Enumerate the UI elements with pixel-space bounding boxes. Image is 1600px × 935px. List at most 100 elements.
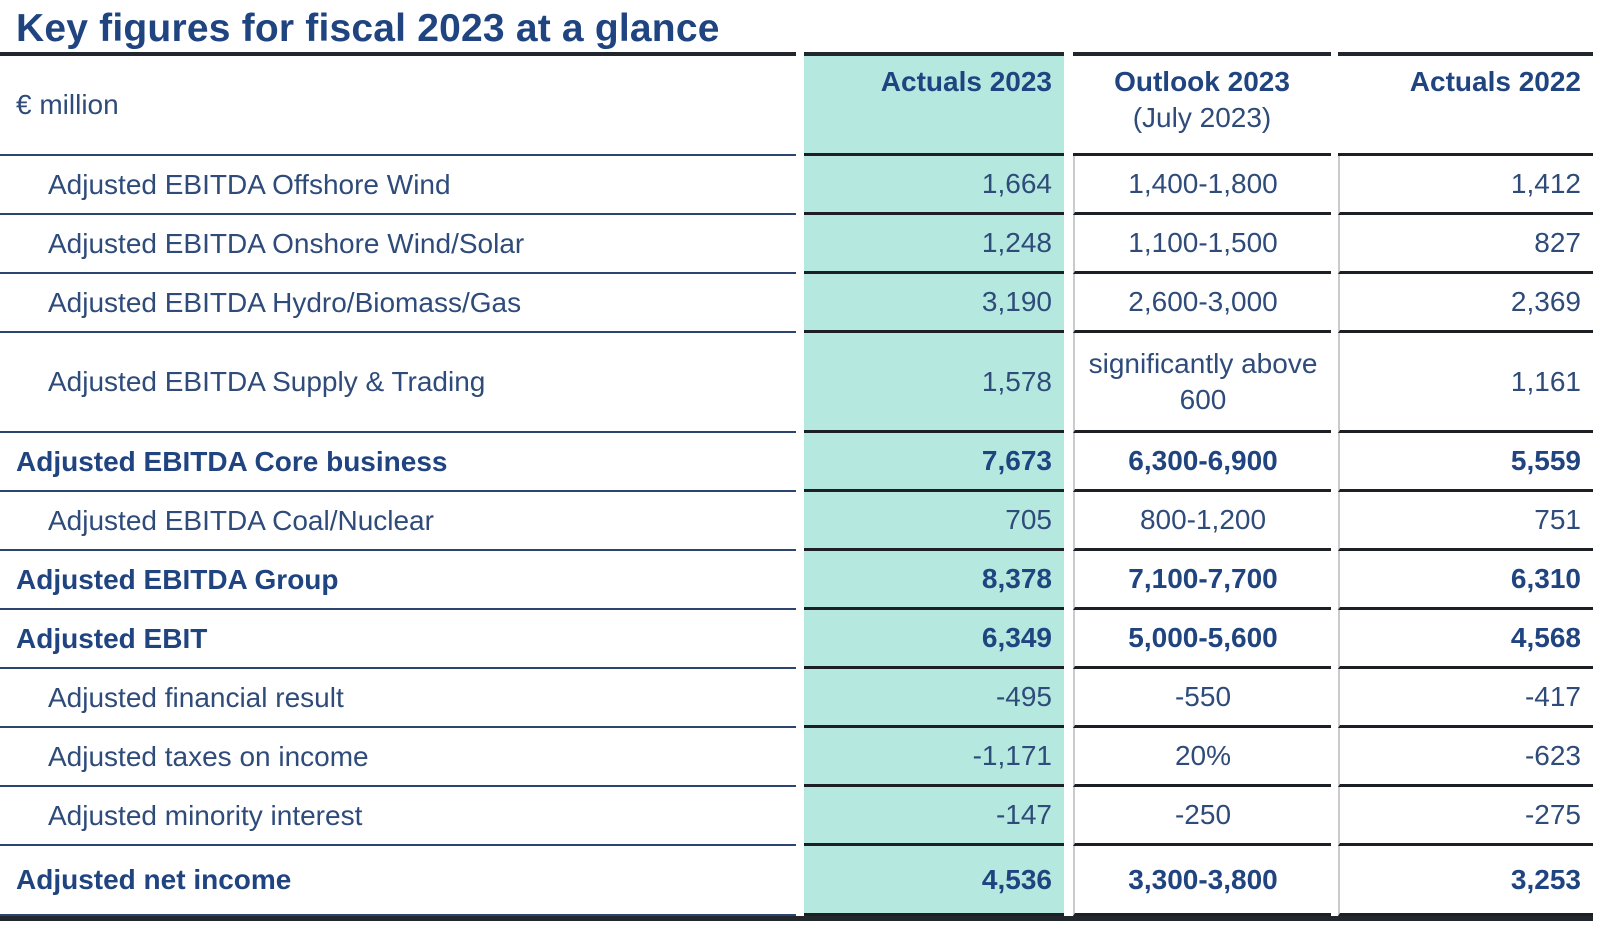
- actuals-2023-value: 3,190: [981, 286, 1052, 317]
- column-gap: [1064, 610, 1073, 669]
- outlook-2023-cell: 1,100-1,500: [1073, 215, 1331, 274]
- table-row: Adjusted financial result -495 -550 -417: [0, 669, 1593, 728]
- table-row: Adjusted EBITDA Hydro/Biomass/Gas 3,190 …: [0, 274, 1593, 333]
- row-label-cell: Adjusted EBITDA Group: [0, 551, 796, 610]
- column-gap: [1331, 728, 1338, 787]
- column-gap: [796, 669, 804, 728]
- outlook-2023-value: 2,600-3,000: [1128, 286, 1278, 317]
- actuals-2022-cell: 5,559: [1338, 433, 1593, 492]
- outlook-2023-cell: 3,300-3,800: [1073, 846, 1331, 916]
- row-label: Adjusted EBITDA Coal/Nuclear: [48, 504, 434, 536]
- row-label: Adjusted EBITDA Offshore Wind: [48, 168, 451, 200]
- column-gap: [1331, 156, 1338, 215]
- actuals-2023-value: 1,248: [981, 227, 1052, 258]
- table-bottom-rule: [0, 916, 1593, 921]
- actuals-2022-value: 1,412: [1510, 168, 1581, 199]
- outlook-2023-value: 6,300-6,900: [1128, 445, 1278, 476]
- column-gap: [1331, 669, 1338, 728]
- actuals-2022-value: 2,369: [1510, 286, 1581, 317]
- row-label-cell: Adjusted EBITDA Onshore Wind/Solar: [0, 215, 796, 274]
- col-header-outlook-2023: Outlook 2023 (July 2023): [1073, 52, 1331, 156]
- row-label-cell: Adjusted financial result: [0, 669, 796, 728]
- column-gap: [1331, 610, 1338, 669]
- actuals-2022-cell: 6,310: [1338, 551, 1593, 610]
- actuals-2023-cell: 4,536: [804, 846, 1064, 916]
- row-label-cell: Adjusted EBITDA Core business: [0, 433, 796, 492]
- col-header-actuals-2022: Actuals 2022: [1338, 52, 1593, 156]
- actuals-2023-value: -495: [995, 681, 1052, 712]
- table-row: Adjusted taxes on income -1,171 20% -623: [0, 728, 1593, 787]
- column-gap: [796, 156, 804, 215]
- actuals-2022-cell: 751: [1338, 492, 1593, 551]
- column-gap: [1064, 52, 1073, 156]
- column-gap: [796, 846, 804, 916]
- table-row: Adjusted minority interest -147 -250 -27…: [0, 787, 1593, 846]
- table-row: Adjusted EBITDA Coal/Nuclear 705 800-1,2…: [0, 492, 1593, 551]
- outlook-2023-cell: 6,300-6,900: [1073, 433, 1331, 492]
- col-header-actuals-2023: Actuals 2023: [804, 52, 1064, 156]
- outlook-2023-cell: 800-1,200: [1073, 492, 1331, 551]
- column-gap: [796, 215, 804, 274]
- column-gap: [796, 551, 804, 610]
- col-header-label: Actuals 2023: [880, 66, 1052, 97]
- actuals-2023-value: -1,171: [972, 740, 1052, 771]
- actuals-2023-value: 7,673: [981, 445, 1052, 476]
- column-gap: [1331, 492, 1338, 551]
- table-row: Adjusted EBITDA Group 8,378 7,100-7,700 …: [0, 551, 1593, 610]
- actuals-2022-cell: 1,161: [1338, 333, 1593, 433]
- row-label: Adjusted EBITDA Group: [16, 563, 339, 595]
- row-label: Adjusted net income: [16, 864, 292, 895]
- actuals-2023-cell: 1,248: [804, 215, 1064, 274]
- column-gap: [796, 610, 804, 669]
- outlook-2023-value: 7,100-7,700: [1128, 563, 1278, 594]
- row-label: Adjusted taxes on income: [48, 740, 369, 772]
- actuals-2023-cell: 3,190: [804, 274, 1064, 333]
- col-header-label: Outlook 2023: [1114, 66, 1290, 97]
- table-row: Adjusted EBITDA Onshore Wind/Solar 1,248…: [0, 215, 1593, 274]
- column-gap: [796, 433, 804, 492]
- row-label-cell: Adjusted minority interest: [0, 787, 796, 846]
- actuals-2023-cell: -1,171: [804, 728, 1064, 787]
- row-label-cell: Adjusted EBIT: [0, 610, 796, 669]
- actuals-2022-cell: -623: [1338, 728, 1593, 787]
- outlook-2023-cell: -250: [1073, 787, 1331, 846]
- row-label: Adjusted EBIT: [16, 622, 208, 654]
- actuals-2023-value: 6,349: [981, 622, 1052, 653]
- column-gap: [1064, 787, 1073, 846]
- column-gap: [1331, 52, 1338, 156]
- actuals-2022-cell: 827: [1338, 215, 1593, 274]
- outlook-2023-value: 800-1,200: [1139, 504, 1267, 535]
- actuals-2023-value: 1,664: [981, 168, 1052, 199]
- row-label-cell: Adjusted EBITDA Coal/Nuclear: [0, 492, 796, 551]
- actuals-2023-cell: 1,578: [804, 333, 1064, 433]
- column-gap: [796, 52, 804, 156]
- column-gap: [796, 492, 804, 551]
- column-gap: [1064, 433, 1073, 492]
- actuals-2022-value: -623: [1524, 740, 1581, 771]
- row-label-cell: Adjusted net income: [0, 846, 796, 916]
- actuals-2022-value: -417: [1524, 681, 1581, 712]
- column-gap: [1331, 333, 1338, 433]
- outlook-2023-cell: 1,400-1,800: [1073, 156, 1331, 215]
- table-header-row: € million Actuals 2023 Outlook 2023 (Jul…: [0, 52, 1593, 156]
- table-row: Adjusted EBITDA Supply & Trading 1,578 s…: [0, 333, 1593, 433]
- outlook-2023-value: 5,000-5,600: [1128, 622, 1278, 653]
- row-label: Adjusted EBITDA Onshore Wind/Solar: [48, 227, 525, 259]
- outlook-2023-value: 1,100-1,500: [1128, 227, 1278, 258]
- actuals-2022-value: 5,559: [1510, 445, 1581, 476]
- row-label: Adjusted EBITDA Supply & Trading: [48, 366, 486, 397]
- column-gap: [1331, 787, 1338, 846]
- actuals-2022-cell: 1,412: [1338, 156, 1593, 215]
- row-label-cell: Adjusted taxes on income: [0, 728, 796, 787]
- outlook-2023-cell: 5,000-5,600: [1073, 610, 1331, 669]
- outlook-2023-value: 1,400-1,800: [1128, 168, 1278, 199]
- actuals-2022-cell: 3,253: [1338, 846, 1593, 916]
- unit-label: € million: [16, 89, 119, 120]
- actuals-2023-cell: 1,664: [804, 156, 1064, 215]
- row-label: Adjusted financial result: [48, 681, 344, 713]
- outlook-2023-cell: 2,600-3,000: [1073, 274, 1331, 333]
- actuals-2023-value: 705: [1005, 504, 1052, 535]
- actuals-2022-value: 4,568: [1510, 622, 1581, 653]
- outlook-2023-value: 20%: [1174, 740, 1232, 771]
- actuals-2022-value: -275: [1524, 799, 1581, 830]
